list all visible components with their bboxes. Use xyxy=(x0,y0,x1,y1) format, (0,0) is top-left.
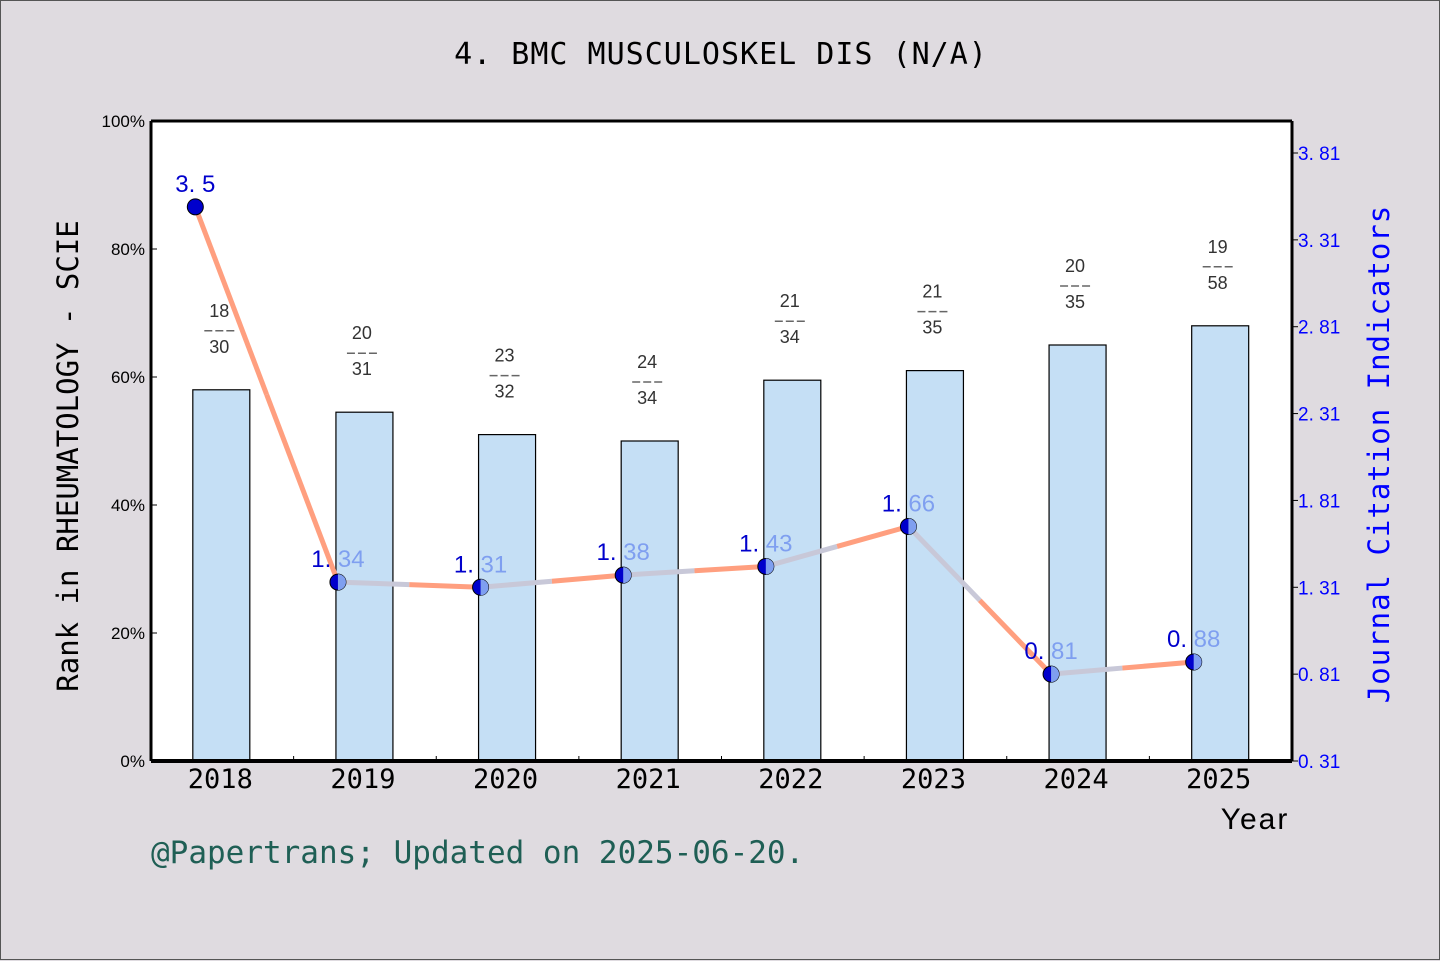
x-tick-label: 2024 xyxy=(1044,764,1109,795)
rank-label: 20 xyxy=(352,323,372,343)
right-tick-label: 2. 81 xyxy=(1298,318,1340,339)
jci-line-segment xyxy=(264,393,341,583)
x-tick-label: 2022 xyxy=(758,764,823,795)
right-tick-label: 1. 31 xyxy=(1298,578,1340,599)
rank-total-label: 35 xyxy=(1065,292,1085,312)
left-tick-label: 0% xyxy=(120,752,145,771)
jci-line-segment xyxy=(551,572,624,584)
jci-line-segment xyxy=(765,544,838,569)
left-tick-label: 40% xyxy=(111,496,145,515)
right-tick-label: 0. 31 xyxy=(1298,752,1340,773)
jci-value-label: 1. 31 xyxy=(454,551,507,578)
rank-bar xyxy=(1191,325,1250,762)
rank-total-label: 35 xyxy=(922,318,942,338)
left-axis-title: Rank in RHEUMATOLOGY - SCIE xyxy=(51,220,85,691)
jci-line-segment xyxy=(337,579,410,588)
jci-line-segment xyxy=(192,205,269,396)
x-tick-label: 2021 xyxy=(616,764,681,795)
jci-line-segment xyxy=(409,582,481,590)
x-tick-label: 2018 xyxy=(188,764,253,795)
jci-value-label: 1. 38 xyxy=(596,539,649,566)
jci-line-segment xyxy=(906,524,982,603)
rank-bar xyxy=(335,411,394,762)
jci-line-segment xyxy=(977,598,1053,676)
rank-bar xyxy=(192,389,251,762)
jci-marker-highlight xyxy=(1051,666,1060,683)
rank-bar xyxy=(905,370,965,762)
plot-area xyxy=(151,121,1292,761)
rank-total-label: 32 xyxy=(495,382,515,402)
x-tick-label: 2020 xyxy=(473,764,538,795)
rank-label: 23 xyxy=(495,346,515,366)
jci-line-segment xyxy=(694,563,766,574)
rank-bar xyxy=(620,440,679,762)
right-tick-label: 1. 81 xyxy=(1298,491,1340,512)
jci-line-segment xyxy=(1050,665,1123,677)
rank-total-label: 34 xyxy=(637,388,657,408)
rank-bar xyxy=(1048,344,1107,762)
chart-title: 4. BMC MUSCULOSKEL DIS (N/A) xyxy=(454,37,988,72)
rank-total-label: 30 xyxy=(209,337,229,357)
rank-label: 19 xyxy=(1208,237,1228,257)
jci-line-segment xyxy=(480,578,553,590)
rank-label: 24 xyxy=(637,352,657,372)
x-axis-title: Year xyxy=(1221,803,1290,836)
jci-marker-highlight xyxy=(1193,653,1202,670)
jci-value-label: 0. 81 xyxy=(1024,638,1077,665)
jci-line-segment xyxy=(836,524,910,549)
right-tick-label: 0. 81 xyxy=(1298,665,1340,686)
right-tick-label: 2. 31 xyxy=(1298,405,1340,426)
rank-label: 21 xyxy=(780,291,800,311)
left-tick-label: 100% xyxy=(102,112,145,131)
jci-marker-highlight xyxy=(623,567,632,584)
jci-marker-highlight xyxy=(765,558,774,575)
x-tick-label: 2023 xyxy=(901,764,966,795)
left-tick-label: 60% xyxy=(111,368,145,387)
x-tick-label: 2025 xyxy=(1186,764,1251,795)
rank-label: 20 xyxy=(1065,256,1085,276)
left-tick-label: 80% xyxy=(111,240,145,259)
right-axis-title: Journal Citation Indicators xyxy=(1362,205,1396,703)
right-tick-label: 3. 81 xyxy=(1298,144,1340,165)
rank-total-label: 58 xyxy=(1208,273,1228,293)
rank-label: 21 xyxy=(922,282,942,302)
footer-credit: @Papertrans; Updated on 2025-06-20. xyxy=(151,835,805,871)
jci-value-label: 1. 43 xyxy=(739,530,792,557)
jci-line-segment xyxy=(1122,659,1194,671)
right-tick-label: 3. 31 xyxy=(1298,231,1340,252)
jci-value-label: 3. 5 xyxy=(175,171,215,198)
rank-bar xyxy=(477,434,537,762)
jci-marker xyxy=(186,198,204,216)
jci-line-segment xyxy=(623,568,695,578)
rank-total-label: 34 xyxy=(780,327,800,347)
rank-label: 18 xyxy=(209,301,229,321)
jci-value-label: 0. 88 xyxy=(1167,626,1220,653)
left-tick-label: 20% xyxy=(111,624,145,643)
jci-value-label: 1. 66 xyxy=(882,490,935,517)
rank-bar xyxy=(763,379,822,762)
jci-value-label: 1. 34 xyxy=(311,546,364,573)
x-tick-label: 2019 xyxy=(330,764,395,795)
rank-total-label: 31 xyxy=(352,359,372,379)
jci-marker-highlight xyxy=(337,574,346,591)
jci-marker-highlight xyxy=(908,518,917,535)
jci-marker-highlight xyxy=(480,579,489,596)
